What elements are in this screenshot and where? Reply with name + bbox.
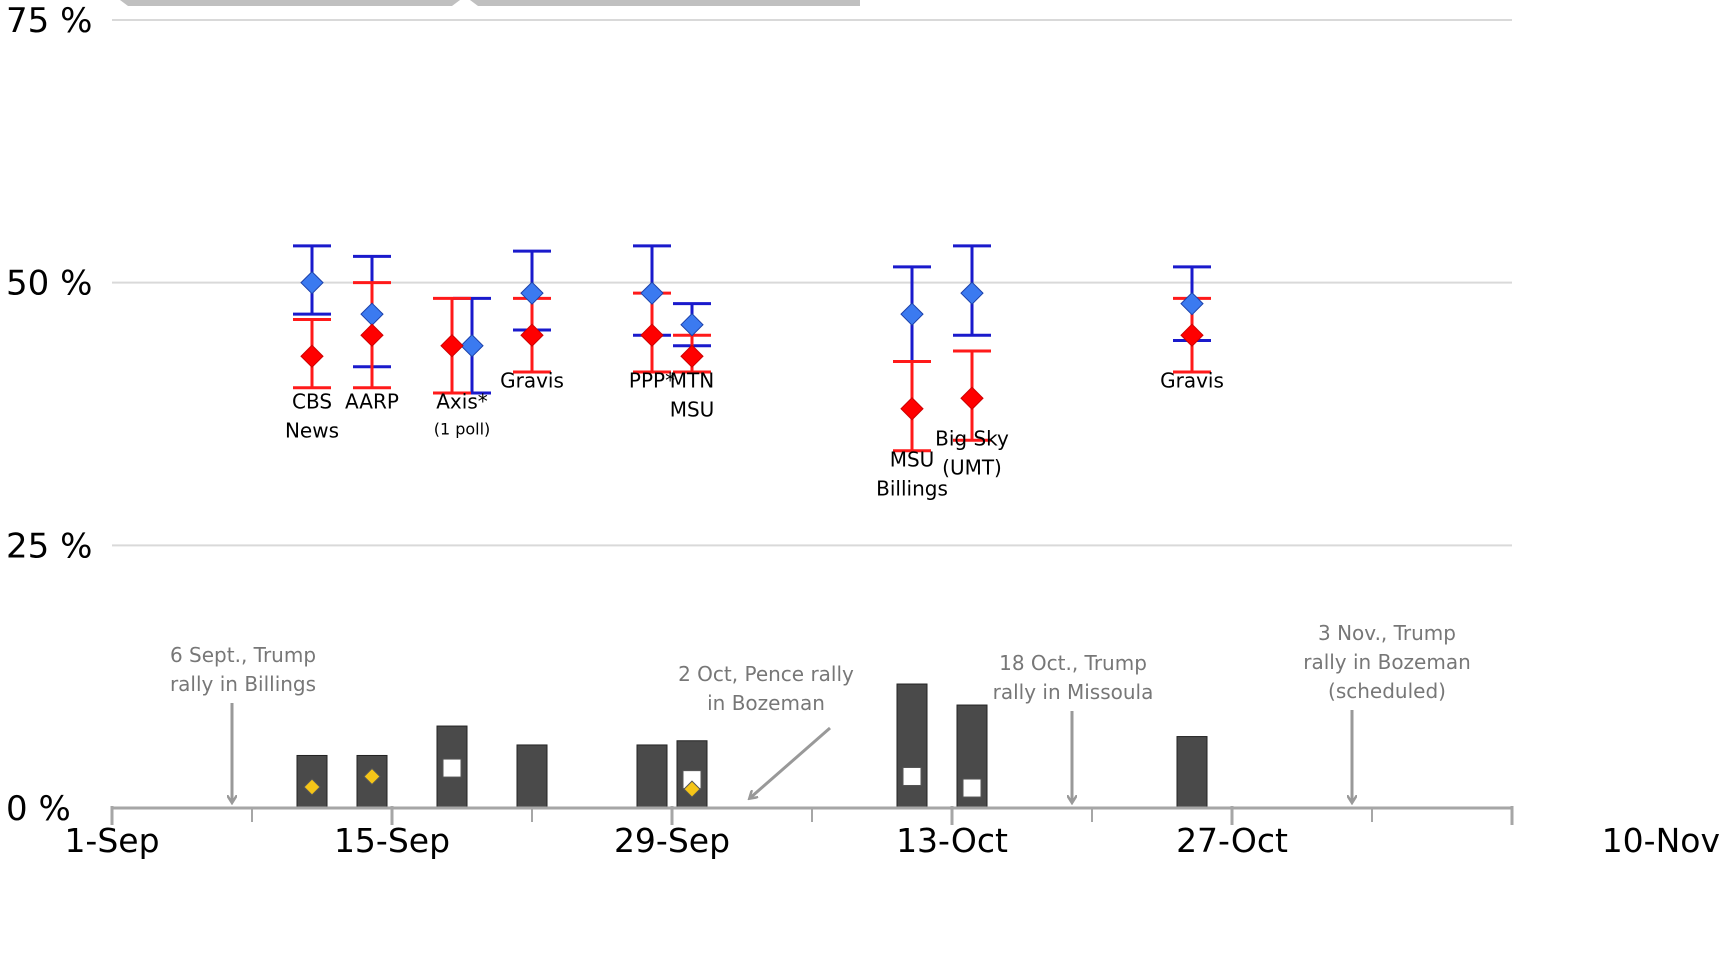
- annotation-text: 6 Sept., Trump: [170, 643, 316, 667]
- red-poll-marker: [300, 344, 324, 368]
- yellow-diamond-marker: [683, 780, 701, 798]
- poll-label: MSU: [670, 398, 715, 422]
- top-decorations: [120, 0, 860, 6]
- red-poll-marker: [360, 323, 384, 347]
- poll-label: PPP*: [629, 369, 675, 393]
- poll-label: Axis*: [436, 390, 488, 414]
- annotation-text: 2 Oct, Pence rally: [678, 662, 854, 686]
- event-annotations: 6 Sept., Trump rally in Billings 2 Oct, Pe…: [170, 621, 1471, 802]
- y-tick-label: 0 %: [6, 789, 71, 829]
- volume-bars: [296, 683, 1208, 809]
- yellow-diamond-marker: [303, 778, 321, 796]
- annotation-text: rally in Billings: [170, 672, 316, 696]
- volume-bar: [896, 683, 928, 809]
- blue-poll-marker: [680, 312, 704, 337]
- x-axis: 1-Sep 15-Sep 29-Sep 13-Oct 27-Oct 10-Nov: [64, 806, 1720, 860]
- poll-label: (UMT): [942, 456, 1002, 480]
- annotation-text: 18 Oct., Trump: [999, 651, 1147, 675]
- red-poll-marker: [960, 386, 984, 410]
- red-poll-marker: [680, 344, 704, 368]
- poll-label: Billings: [876, 477, 948, 501]
- red-poll-marker: [1180, 323, 1204, 347]
- annotation-text: rally in Bozeman: [1303, 650, 1471, 674]
- white-square-marker: [902, 766, 922, 786]
- red-poll-marker: [900, 397, 924, 421]
- blue-poll-marker: [300, 270, 324, 295]
- blue-poll-marker: [460, 333, 484, 358]
- red-poll-marker: [520, 323, 544, 347]
- red-poll-marker: [440, 333, 464, 358]
- annotation-text: 3 Nov., Trump: [1318, 621, 1456, 645]
- red-poll-marker: [640, 323, 664, 347]
- poll-label: CBS: [292, 390, 332, 414]
- top-tab-right: [470, 0, 860, 6]
- gridlines: [112, 19, 1512, 547]
- blue-poll-marker: [900, 302, 924, 326]
- x-tick-label: 10-Nov: [1602, 821, 1720, 860]
- blue-poll-marker: [640, 281, 664, 305]
- volume-bar: [516, 744, 548, 809]
- yellow-diamond-marker: [363, 767, 381, 786]
- poll-markers: [300, 270, 1204, 421]
- blue-poll-marker: [1180, 291, 1204, 316]
- x-tick-label: 15-Sep: [334, 821, 450, 860]
- annotation-text: in Bozeman: [707, 691, 825, 715]
- poll-label-subtitle: (1 poll): [434, 420, 491, 439]
- y-tick-label: 25 %: [6, 526, 92, 566]
- blue-poll-marker: [520, 281, 544, 305]
- x-tick-label: 27-Oct: [1176, 821, 1288, 860]
- poll-label: Gravis: [500, 369, 564, 393]
- x-tick-label: 13-Oct: [896, 821, 1008, 860]
- poll-label: AARP: [345, 390, 399, 414]
- top-tab-left: [120, 0, 460, 6]
- blue-poll-marker: [360, 302, 384, 326]
- poll-error-bars: [293, 244, 1211, 453]
- y-axis: 0 % 25 % 50 % 75 %: [6, 1, 92, 829]
- x-tick-label: 29-Sep: [614, 821, 730, 860]
- white-square-marker: [962, 778, 982, 798]
- volume-bar: [636, 744, 668, 809]
- y-tick-label: 50 %: [6, 264, 92, 304]
- poll-label: News: [285, 419, 339, 443]
- poll-label: MTN: [670, 369, 714, 393]
- x-tick-label: 1-Sep: [64, 821, 159, 860]
- poll-label: MSU: [890, 448, 935, 472]
- poll-label: Gravis: [1160, 369, 1224, 393]
- annotation-text: (scheduled): [1328, 679, 1446, 703]
- volume-bar: [1176, 736, 1208, 809]
- poll-label: Big Sky: [935, 427, 1009, 451]
- annotation-text: rally in Missoula: [993, 680, 1154, 704]
- white-square-marker: [442, 758, 462, 778]
- annotation-arrow: [750, 726, 831, 798]
- blue-poll-marker: [960, 281, 984, 305]
- y-tick-label: 75 %: [6, 1, 92, 41]
